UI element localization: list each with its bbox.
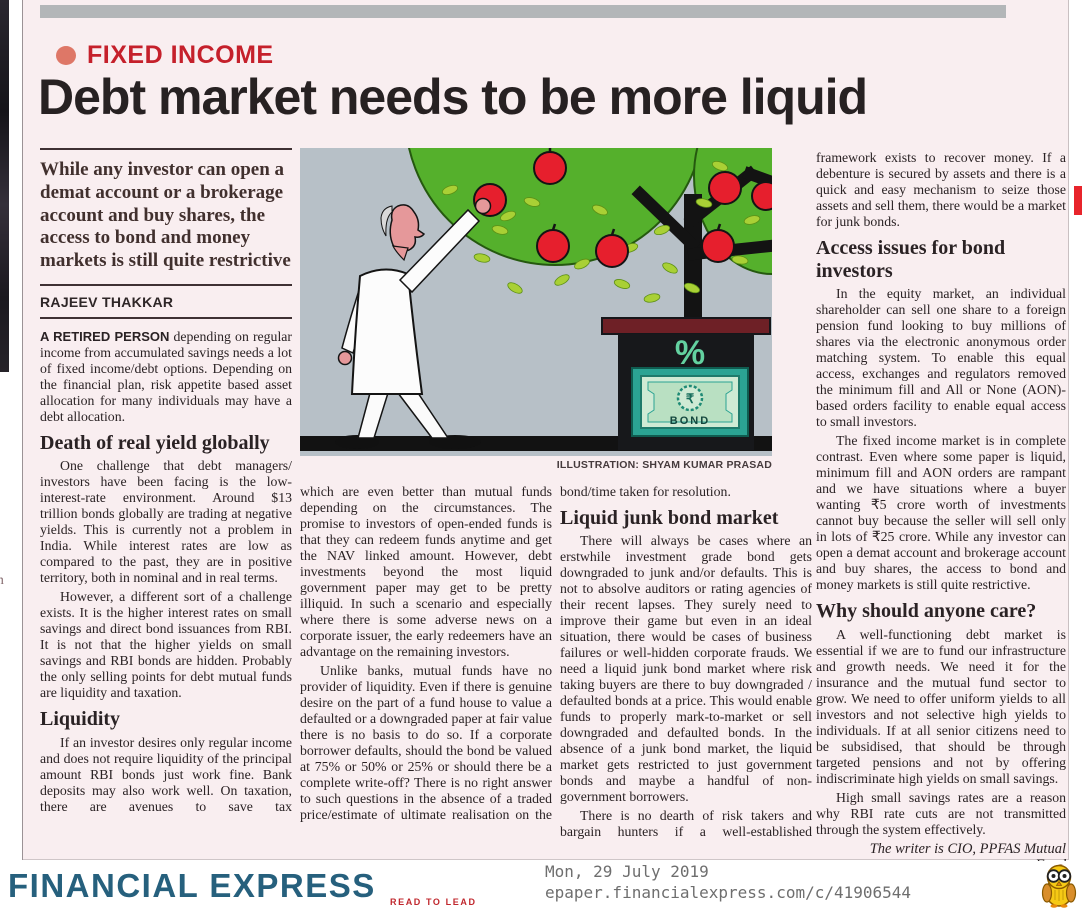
neck [391, 245, 409, 262]
percent-symbol: % [675, 334, 705, 372]
subhead-death-of-real-yield: Death of real yield globally [40, 432, 270, 455]
paragraph: which are even better than mutual funds … [300, 484, 552, 659]
paragraph: There will always be cases where an erst… [560, 533, 812, 805]
byline: RAJEEV THAKKAR [40, 286, 292, 320]
standfirst: While any investor can open a demat acco… [40, 148, 292, 286]
rupee-emblem [676, 384, 704, 412]
paragraph: There is no dearth of risk takers and ba… [560, 808, 812, 840]
left-hand [337, 350, 353, 366]
paragraph: bond/time taken for resolution. [560, 484, 731, 499]
clip-top-bar [40, 5, 1006, 18]
paragraph: The fixed income market is in complete c… [816, 433, 1066, 593]
illustration-svg: % ₹ BOND [300, 148, 772, 456]
lead-in: A RETIRED PERSON [40, 329, 170, 345]
subhead-liquid-junk-bond-market: Liquid junk bond market [560, 507, 779, 529]
column-1-body: A RETIRED PERSON depending on regular in… [40, 319, 292, 814]
margin-text-fragment: l [0, 652, 9, 668]
margin-text-fragment: d [0, 535, 9, 551]
paragraph: In the equity market, an individual shar… [816, 286, 1066, 430]
subhead-liquidity: Liquidity [40, 708, 121, 731]
epaper-url: epaper.financialexpress.com/c/41906544 [545, 883, 912, 902]
paragraph: One challenge that debt managers/ invest… [40, 458, 292, 586]
illustration-credit: ILLUSTRATION: SHYAM KUMAR PRASAD [556, 459, 772, 471]
margin-text-fragment: v [0, 775, 9, 791]
paragraph: High small savings rates are a reason wh… [816, 789, 1066, 837]
column-4: framework exists to recover money. If a … [816, 150, 1066, 877]
planter-box: % ₹ BOND [601, 317, 771, 450]
kurta [350, 268, 424, 395]
column-1: While any investor can open a demat acco… [40, 148, 292, 818]
section-label: FIXED INCOME [87, 41, 274, 69]
raised-arm [398, 208, 481, 294]
rupee-symbol: ₹ [686, 391, 695, 406]
margin-text-fragment: n [0, 612, 9, 628]
apple-stems [548, 148, 722, 236]
illustration: % ₹ BOND [300, 148, 772, 456]
margin-text-fragment: m [0, 573, 9, 589]
paragraph: A well-functioning debt market is essent… [816, 626, 1066, 786]
margin-text-fragment: n [0, 458, 9, 474]
paragraph: A RETIRED PERSON depending on regular in… [40, 329, 293, 425]
right-hand [474, 197, 492, 215]
section-kicker: FIXED INCOME [56, 41, 274, 70]
edition-date: Mon, 29 July 2019 [545, 862, 709, 881]
margin-text-fragment: e [0, 388, 9, 404]
right-margin-red-marker [1074, 186, 1082, 215]
paragraph: Unlike banks, mutual funds have no provi… [300, 663, 552, 822]
hair [380, 205, 393, 237]
epaper-footer: FINANCIAL EXPRESS READ TO LEAD Mon, 29 J… [0, 861, 1082, 908]
paragraph: framework exists to recover money. If a … [816, 150, 1066, 229]
clip-left-rule [22, 0, 23, 860]
paragraph: If an investor desires only regular inco… [40, 734, 292, 814]
margin-text-fragment: e [0, 497, 9, 513]
margin-text-fragment: y [0, 820, 9, 836]
bond-label: BOND [670, 415, 710, 427]
man-figure [335, 197, 492, 449]
subhead-access-issues: Access issues for bond investors [816, 237, 1006, 283]
financial-express-logo: FINANCIAL EXPRESS [8, 867, 376, 904]
column-2: which are even better than mutual funds … [300, 484, 552, 826]
column-3: bond/time taken for resolution. Liquid j… [560, 484, 812, 843]
headline: Debt market needs to be more liquid [38, 69, 868, 125]
margin-text-fragment: d [0, 733, 9, 749]
bullet-icon [56, 46, 76, 65]
paragraph: However, a different sort of a challenge… [40, 589, 292, 701]
owl-mascot-icon [1036, 862, 1082, 913]
logo-tagline: READ TO LEAD [390, 897, 477, 907]
subhead-why-should-anyone-care: Why should anyone care? [816, 600, 1037, 623]
adjacent-page-photo-fragment [0, 0, 9, 372]
margin-text-fragment: v [0, 423, 9, 439]
margin-text-fragment: i [0, 692, 9, 708]
